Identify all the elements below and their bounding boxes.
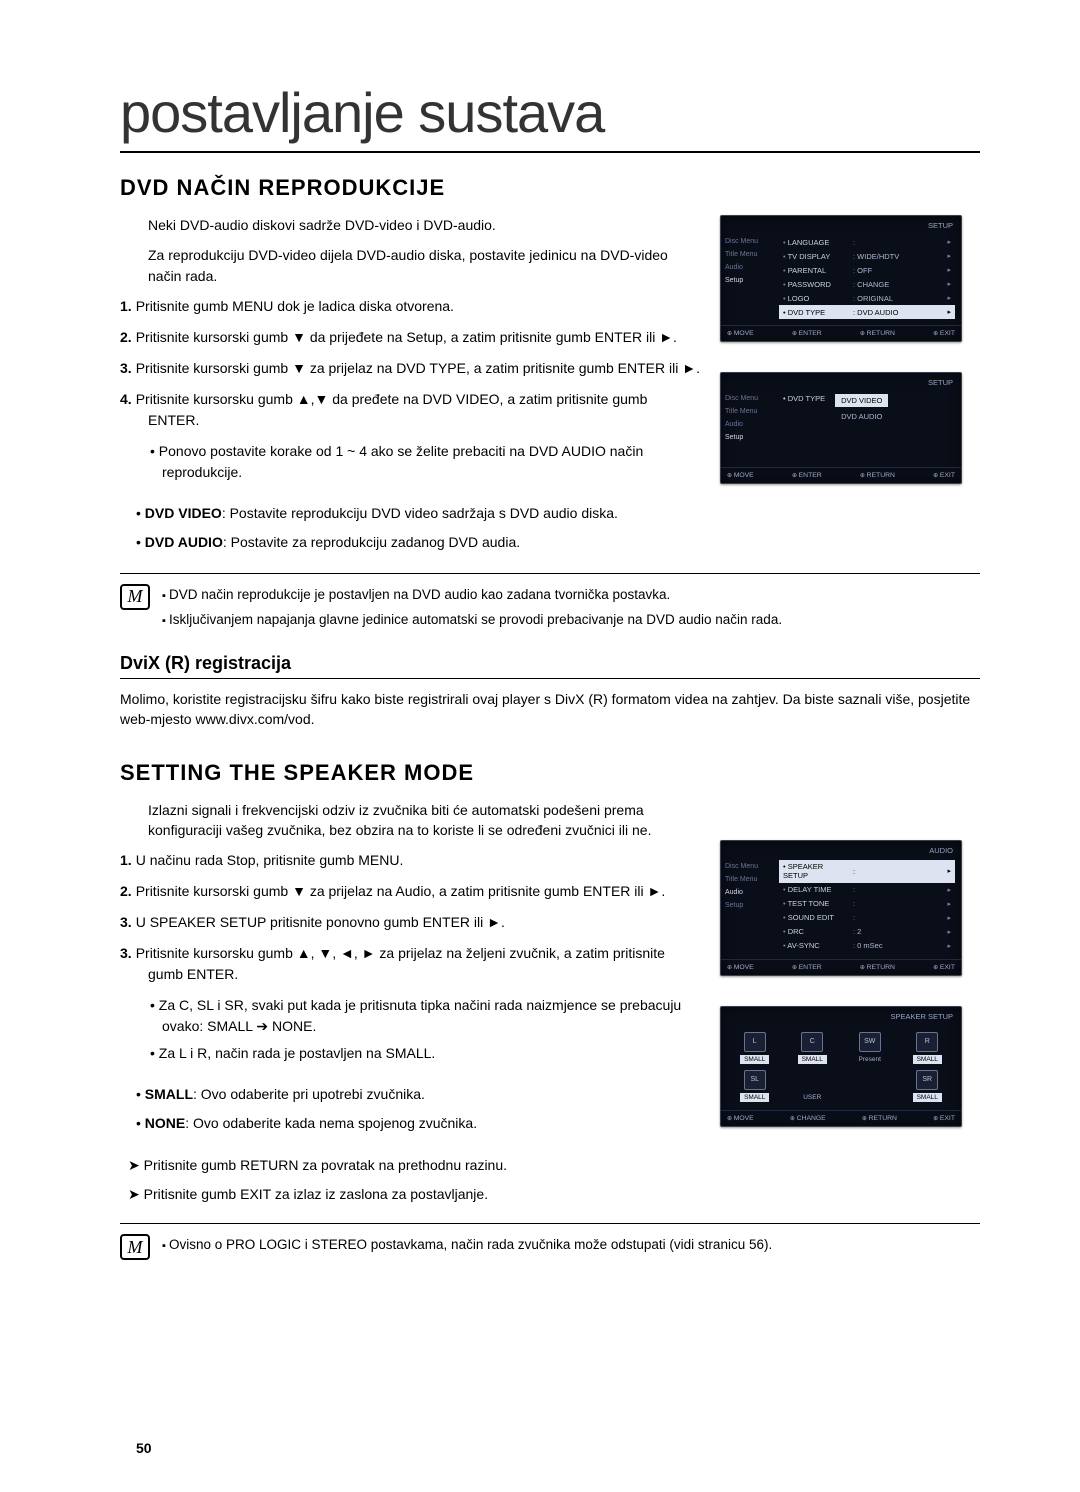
- speaker-icon: SR: [916, 1070, 938, 1090]
- note-icon: M: [120, 584, 150, 610]
- speaker-icon: R: [916, 1032, 938, 1052]
- step-item: 3.U SPEAKER SETUP pritisnite ponovno gum…: [120, 912, 700, 933]
- sub-bullet: Ponovo postavite korake od 1 ~ 4 ako se …: [162, 441, 700, 483]
- osd-row: PASSWORDCHANGE▸: [779, 277, 955, 291]
- arrow-line: Pritisnite gumb EXIT za izlaz iz zaslona…: [148, 1183, 700, 1205]
- osd-nav-item: Title Menu: [721, 248, 777, 261]
- osd-audio-menu: AUDIO Disc MenuTitle MenuAudioSetup SPEA…: [720, 840, 962, 976]
- speaker-label: Present: [855, 1055, 885, 1064]
- osd-nav-item: Audio: [721, 886, 777, 899]
- intro-text: Neki DVD-audio diskovi sadrže DVD-video …: [148, 215, 700, 235]
- step-item: 1.U načinu rada Stop, pritisnite gumb ME…: [120, 850, 700, 871]
- osd-row: DRC2▸: [779, 925, 955, 939]
- speaker-icon: SW: [859, 1032, 881, 1052]
- speaker-icon: SL: [744, 1070, 766, 1090]
- osd-foot-item: RETURN: [860, 964, 895, 971]
- note-line: Ovisno o PRO LOGIC i STEREO postavkama, …: [162, 1234, 980, 1256]
- speaker-cell: SR SMALL: [902, 1070, 954, 1102]
- step-item: 4.Pritisnite kursorsku gumb ▲,▼ da pređe…: [120, 389, 700, 431]
- speaker-label: SMALL: [740, 1055, 769, 1064]
- osd-row: TEST TONE▸: [779, 897, 955, 911]
- osd-speaker-setup: SPEAKER SETUP LSMALLCSMALLSWPresentRSMAL…: [720, 1006, 962, 1127]
- section-heading-speaker: SETTING THE SPEAKER MODE: [120, 760, 980, 786]
- osd-dvd-type-menu: SETUP Disc MenuTitle MenuAudioSetup • DV…: [720, 372, 962, 484]
- osd-row: TV DISPLAYWIDE/HDTV▸: [779, 249, 955, 263]
- osd-nav-item: Audio: [721, 261, 777, 274]
- speaker-label: SMALL: [740, 1093, 769, 1102]
- osd-row: DELAY TIME▸: [779, 883, 955, 897]
- speaker-cell: L SMALL: [729, 1032, 781, 1064]
- sub-bullet: Za L i R, način rada je postavljen na SM…: [162, 1043, 700, 1064]
- speaker-icon: L: [744, 1032, 766, 1052]
- osd-setup-menu: SETUP Disc MenuTitle MenuAudioSetup LANG…: [720, 215, 962, 342]
- osd-foot-item: ENTER: [792, 964, 822, 971]
- note-icon: M: [120, 1234, 150, 1260]
- osd-foot-item: RETURN: [862, 1115, 897, 1122]
- note-line: Isključivanjem napajanja glavne jedinice…: [162, 609, 980, 631]
- note-line: DVD način reprodukcije je postavljen na …: [162, 584, 980, 606]
- definition-item: DVD VIDEO: Postavite reprodukciju DVD vi…: [148, 503, 700, 524]
- osd-nav-item: Title Menu: [721, 405, 777, 418]
- intro-text: Izlazni signali i frekvencijski odziv iz…: [148, 800, 700, 841]
- osd-foot-item: EXIT: [933, 1115, 955, 1122]
- osd-row: PARENTALOFF▸: [779, 263, 955, 277]
- speaker-cell: R SMALL: [902, 1032, 954, 1064]
- speaker-cell: SL SMALL: [729, 1070, 781, 1102]
- osd-row: LANGUAGE▸: [779, 235, 955, 249]
- divx-text: Molimo, koristite registracijsku šifru k…: [120, 689, 980, 730]
- speaker-label: SMALL: [798, 1055, 827, 1064]
- osd-foot-item: MOVE: [727, 1115, 754, 1122]
- osd-foot-item: RETURN: [860, 472, 895, 479]
- speaker-icon: C: [801, 1032, 823, 1052]
- speaker-label: USER: [799, 1093, 825, 1102]
- osd-foot-item: MOVE: [727, 330, 754, 337]
- osd-nav-item: Disc Menu: [721, 860, 777, 873]
- osd-nav-item: Disc Menu: [721, 235, 777, 248]
- osd-row: SOUND EDIT▸: [779, 911, 955, 925]
- osd-foot-item: MOVE: [727, 964, 754, 971]
- osd-nav-item: Setup: [721, 274, 777, 287]
- definition-item: NONE: Ovo odaberite kada nema spojenog z…: [148, 1113, 700, 1134]
- osd-nav-item: Setup: [721, 431, 777, 444]
- definition-item: DVD AUDIO: Postavite za reprodukciju zad…: [148, 532, 700, 553]
- speaker-cell: USER: [787, 1070, 839, 1102]
- osd-nav-item: Audio: [721, 418, 777, 431]
- step-item: 3.Pritisnite kursorsku gumb ▲, ▼, ◄, ► z…: [120, 943, 700, 985]
- osd-row: SPEAKER SETUP▸: [779, 860, 955, 883]
- sub-bullet: Za C, SL i SR, svaki put kada je pritisn…: [162, 995, 700, 1037]
- page-number: 50: [136, 1440, 152, 1456]
- osd-row: DVD TYPEDVD AUDIO▸: [779, 305, 955, 319]
- osd-foot-item: ENTER: [792, 472, 822, 479]
- osd-nav-item: Title Menu: [721, 873, 777, 886]
- step-item: 1.Pritisnite gumb MENU dok je ladica dis…: [120, 296, 700, 317]
- arrow-line: Pritisnite gumb RETURN za povratak na pr…: [148, 1154, 700, 1176]
- speaker-label: SMALL: [913, 1055, 942, 1064]
- osd-row: AV-SYNC0 mSec▸: [779, 939, 955, 953]
- speaker-label: SMALL: [913, 1093, 942, 1102]
- step-item: 3.Pritisnite kursorski gumb ▼ za prijela…: [120, 358, 700, 379]
- page-title: postavljanje sustava: [120, 80, 980, 153]
- section-heading-dvd: DVD NAČIN REPRODUKCIJE: [120, 175, 980, 201]
- definition-item: SMALL: Ovo odaberite pri upotrebi zvučni…: [148, 1084, 700, 1105]
- intro-text: Za reprodukciju DVD-video dijela DVD-aud…: [148, 245, 700, 286]
- osd-foot-item: EXIT: [933, 330, 955, 337]
- speaker-cell: C SMALL: [787, 1032, 839, 1064]
- osd-nav-item: Disc Menu: [721, 392, 777, 405]
- speaker-cell: SW Present: [844, 1032, 896, 1064]
- osd-foot-item: ENTER: [792, 330, 822, 337]
- sub-heading-divx: DviX (R) registracija: [120, 653, 980, 679]
- osd-foot-item: RETURN: [860, 330, 895, 337]
- osd-row: LOGOORIGINAL▸: [779, 291, 955, 305]
- speaker-cell: [844, 1070, 896, 1102]
- osd-foot-item: EXIT: [933, 964, 955, 971]
- osd-foot-item: EXIT: [933, 472, 955, 479]
- osd-foot-item: MOVE: [727, 472, 754, 479]
- step-item: 2.Pritisnite kursorski gumb ▼ za prijela…: [120, 881, 700, 902]
- step-item: 2.Pritisnite kursorski gumb ▼ da prijeđe…: [120, 327, 700, 348]
- osd-nav-item: Setup: [721, 899, 777, 912]
- osd-foot-item: CHANGE: [790, 1115, 826, 1122]
